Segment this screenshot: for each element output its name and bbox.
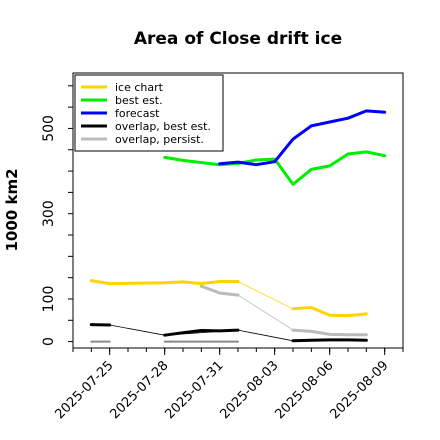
x-tick-label: 2025-08-03 bbox=[217, 358, 281, 422]
plot-area bbox=[89, 109, 387, 343]
legend-label-forecast: forecast bbox=[115, 107, 160, 120]
series-line-forecast bbox=[218, 109, 387, 167]
y-tick-label: 500 bbox=[41, 115, 57, 142]
series-line-ice-chart-connector bbox=[109, 281, 294, 310]
series-line-overlap-persist-end bbox=[291, 328, 368, 337]
x-tick-label: 2025-08-09 bbox=[327, 358, 391, 422]
chart-title: Area of Close drift ice bbox=[134, 29, 342, 49]
x-tick-label: 2025-08-06 bbox=[272, 358, 336, 422]
series-line-overlap-persist-connector bbox=[237, 294, 294, 331]
series-line-best-est bbox=[163, 150, 387, 186]
x-tick-label: 2025-07-28 bbox=[107, 358, 171, 422]
series-line-overlap-best-est-end bbox=[291, 338, 368, 343]
series-line-overlap-persist bbox=[199, 284, 240, 297]
x-tick-label: 2025-07-31 bbox=[162, 358, 226, 422]
legend-label-best-est: best est. bbox=[115, 94, 163, 107]
y-axis-label: 1000 km2 bbox=[3, 168, 21, 251]
series-line-ice-chart-continued bbox=[291, 306, 368, 318]
x-tick-label: 2025-07-25 bbox=[52, 358, 116, 422]
legend-label-overlap-best-est: overlap, best est. bbox=[115, 120, 211, 133]
series-line-overlap-best-est-connector bbox=[109, 324, 294, 342]
legend-label-overlap-persist: overlap, persist. bbox=[115, 133, 204, 146]
y-tick-label: 0 bbox=[41, 337, 57, 346]
y-tick-label: 100 bbox=[41, 286, 57, 313]
y-tick-label: 300 bbox=[41, 200, 57, 227]
legend-label-ice-chart: ice chart bbox=[115, 81, 164, 94]
